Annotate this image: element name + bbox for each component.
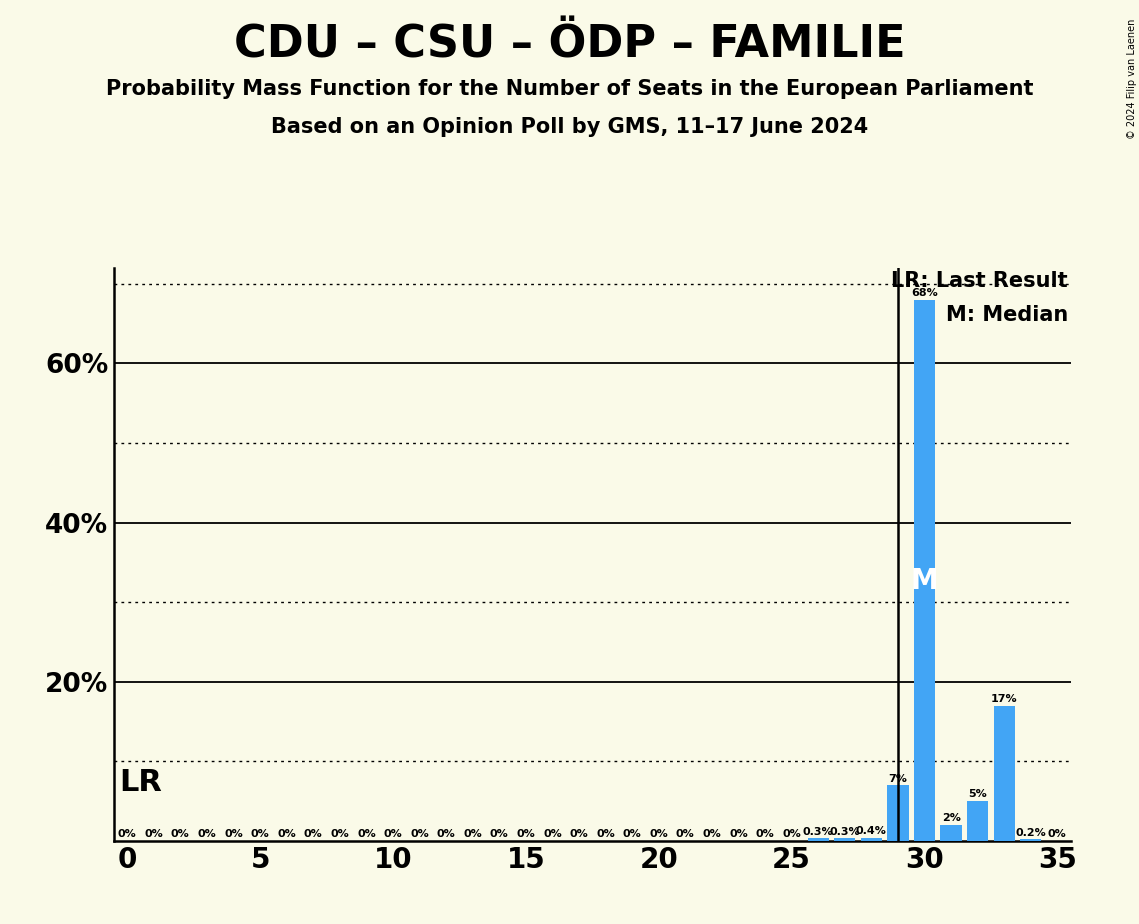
Text: 0%: 0% [623, 829, 641, 839]
Text: 0%: 0% [145, 829, 163, 839]
Text: 0.3%: 0.3% [803, 827, 834, 837]
Text: Based on an Opinion Poll by GMS, 11–17 June 2024: Based on an Opinion Poll by GMS, 11–17 J… [271, 117, 868, 138]
Text: 0%: 0% [782, 829, 801, 839]
Text: 0%: 0% [464, 829, 482, 839]
Text: 0%: 0% [224, 829, 243, 839]
Bar [808, 838, 829, 841]
Text: 17%: 17% [991, 694, 1017, 704]
Text: 0%: 0% [570, 829, 589, 839]
Text: M: Median: M: Median [945, 305, 1067, 325]
Text: 0.2%: 0.2% [1016, 828, 1046, 838]
Text: 0%: 0% [357, 829, 376, 839]
Text: 0%: 0% [277, 829, 296, 839]
Text: LR: LR [120, 768, 162, 796]
Text: 0%: 0% [703, 829, 721, 839]
Text: 0%: 0% [755, 829, 775, 839]
Bar [887, 785, 909, 841]
Text: M: M [911, 567, 939, 595]
Text: © 2024 Filip van Laenen: © 2024 Filip van Laenen [1126, 18, 1137, 139]
Text: 68%: 68% [911, 288, 937, 298]
Bar [834, 838, 855, 841]
Text: 0%: 0% [410, 829, 429, 839]
Text: 0%: 0% [436, 829, 456, 839]
Bar [913, 299, 935, 841]
Text: 0%: 0% [543, 829, 562, 839]
Text: 0%: 0% [596, 829, 615, 839]
Text: 0%: 0% [729, 829, 748, 839]
Text: 0%: 0% [117, 829, 137, 839]
Bar [967, 801, 989, 841]
Bar [993, 706, 1015, 841]
Text: 7%: 7% [888, 773, 908, 784]
Text: 0%: 0% [251, 829, 270, 839]
Text: 0%: 0% [171, 829, 190, 839]
Text: 0%: 0% [197, 829, 216, 839]
Text: 0%: 0% [516, 829, 535, 839]
Text: 0%: 0% [1048, 829, 1067, 839]
Text: CDU – CSU – ÖDP – FAMILIE: CDU – CSU – ÖDP – FAMILIE [233, 23, 906, 67]
Text: 0.3%: 0.3% [829, 827, 860, 837]
Bar [1021, 839, 1041, 841]
Text: Probability Mass Function for the Number of Seats in the European Parliament: Probability Mass Function for the Number… [106, 79, 1033, 99]
Text: 0.4%: 0.4% [855, 826, 887, 836]
Text: 5%: 5% [968, 789, 988, 799]
Bar [861, 838, 882, 841]
Bar [941, 825, 961, 841]
Text: 0%: 0% [649, 829, 669, 839]
Text: 0%: 0% [675, 829, 695, 839]
Text: 0%: 0% [304, 829, 322, 839]
Text: 0%: 0% [384, 829, 402, 839]
Text: LR: Last Result: LR: Last Result [891, 271, 1067, 291]
Text: 0%: 0% [330, 829, 350, 839]
Text: 0%: 0% [490, 829, 509, 839]
Text: 2%: 2% [942, 813, 960, 823]
